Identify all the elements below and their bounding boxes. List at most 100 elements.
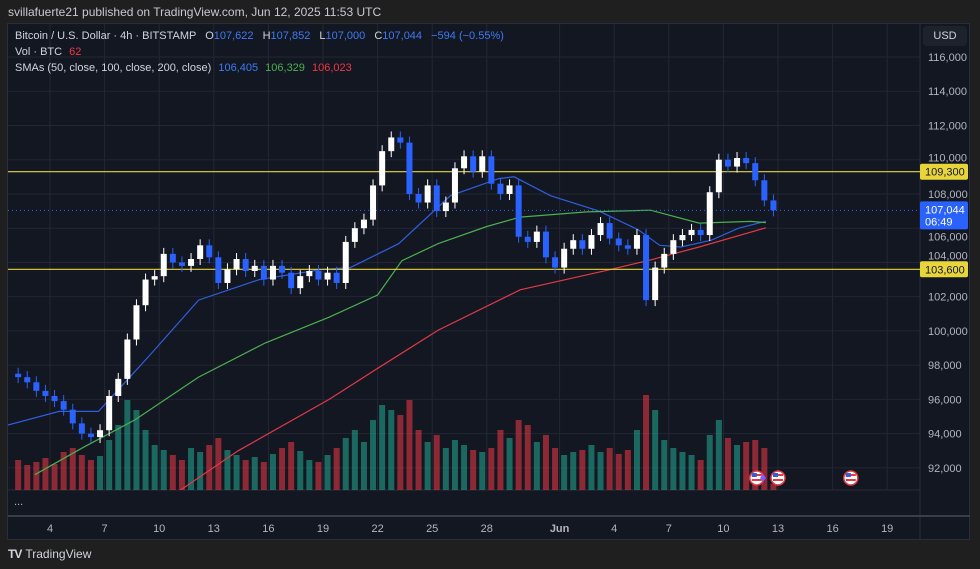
- candle-body: [606, 223, 613, 239]
- event-diamond-icon: [760, 474, 766, 482]
- volume-bar: [151, 445, 158, 490]
- symbol-title[interactable]: Bitcoin / U.S. Dollar · 4h · BITSTAMP: [15, 30, 197, 42]
- candle-body: [379, 151, 386, 186]
- candle-body: [451, 168, 458, 203]
- volume-bar: [87, 460, 94, 490]
- volume-bar: [370, 420, 377, 490]
- high-value: 107,852: [270, 30, 311, 42]
- volume-bar: [233, 455, 240, 490]
- volume-bar: [724, 438, 731, 490]
- close-value: 107,044: [382, 30, 423, 42]
- flag-stripe: [773, 479, 783, 481]
- volume-bar: [561, 455, 568, 490]
- us-flag-event-icon[interactable]: [770, 470, 786, 486]
- volume-bar: [133, 410, 140, 490]
- candle-body: [206, 245, 213, 258]
- volume-bar: [670, 448, 677, 490]
- candle-body: [60, 401, 67, 410]
- volume-bar: [15, 460, 22, 490]
- candle-body: [160, 253, 167, 277]
- candle-body: [524, 236, 531, 242]
- currency-button[interactable]: USD: [923, 26, 967, 46]
- volume-bar: [451, 440, 458, 490]
- x-tick-label: 16: [826, 523, 838, 535]
- candle-body: [397, 137, 404, 143]
- candle-body: [561, 248, 568, 268]
- candle-body: [169, 253, 176, 263]
- level-price-tag: [920, 261, 968, 278]
- y-tick-label: 96,000: [928, 394, 962, 406]
- candle-body: [215, 257, 222, 283]
- sma200-value: 106,023: [311, 62, 352, 74]
- volume-bar: [333, 448, 340, 490]
- volume-bar: [78, 455, 85, 490]
- footer-brand[interactable]: TV TradingView: [8, 547, 91, 561]
- candle-body: [151, 276, 158, 280]
- candle-body: [224, 269, 231, 283]
- volume-bar: [115, 425, 122, 490]
- candle-body: [178, 262, 185, 266]
- candle-body: [51, 395, 58, 402]
- volume-bar: [169, 455, 176, 490]
- candle-body: [661, 253, 668, 268]
- volume-bar: [615, 454, 622, 490]
- volume-bar: [197, 452, 204, 490]
- x-tick-label: 10: [153, 523, 165, 535]
- level-price-label: 109,300: [925, 167, 965, 179]
- y-tick-label: 108,000: [928, 189, 968, 201]
- x-tick-label: 16: [262, 523, 274, 535]
- volume-bar: [279, 448, 286, 490]
- candle-body: [142, 279, 149, 306]
- volume-bar: [597, 452, 604, 490]
- volume-bar: [351, 430, 358, 490]
- y-tick-label: 102,000: [928, 292, 968, 304]
- brand-name: TradingView: [25, 547, 92, 561]
- candle-body: [643, 235, 650, 301]
- candle-body: [770, 200, 777, 211]
- volume-bar: [206, 445, 213, 490]
- y-tick-label: 106,000: [928, 231, 968, 243]
- tradingview-logo-icon: TV: [8, 547, 22, 561]
- sma-label[interactable]: SMAs (50, close, 100, close, 200, close): [15, 62, 212, 74]
- volume-bar: [606, 448, 613, 490]
- high-label: H: [262, 30, 271, 42]
- volume-label[interactable]: Vol · BTC: [15, 46, 63, 58]
- x-tick-label: 7: [666, 523, 672, 535]
- candle-body: [124, 339, 131, 379]
- volume-bar: [488, 448, 495, 490]
- volume-bar: [124, 400, 131, 490]
- candle-body: [442, 202, 449, 212]
- candle-body: [188, 259, 195, 266]
- volume-bar: [579, 450, 586, 490]
- pane-menu-button[interactable]: ...: [14, 496, 24, 508]
- volume-bar: [288, 442, 295, 490]
- candle-body: [579, 240, 586, 249]
- x-tick-label: 10: [717, 523, 729, 535]
- volume-bar: [524, 425, 531, 490]
- candle-body: [597, 223, 604, 236]
- candle-body: [488, 156, 495, 184]
- candle-body: [69, 409, 76, 424]
- y-tick-label: 110,000: [928, 153, 967, 165]
- legend-sma-row: SMAs (50, close, 100, close, 200, close)…: [15, 60, 504, 76]
- candle-body: [515, 185, 522, 237]
- volume-bar: [424, 442, 431, 490]
- volume-bar: [542, 435, 549, 490]
- us-flag-event-icon[interactable]: [843, 470, 859, 486]
- volume-bar: [297, 451, 304, 490]
- level-price-tag: [920, 163, 968, 180]
- candle-body: [370, 185, 377, 220]
- volume-bar: [442, 448, 449, 490]
- volume-bar: [69, 448, 76, 490]
- x-tick-label: 22: [371, 523, 383, 535]
- level-price-label: 103,600: [925, 264, 965, 276]
- volume-bar: [624, 450, 631, 490]
- candle-body: [87, 433, 94, 438]
- candle-body: [78, 423, 85, 434]
- volume-bar: [97, 456, 104, 490]
- volume-bar: [51, 464, 58, 490]
- y-tick-label: 94,000: [928, 429, 962, 441]
- candle-body: [324, 272, 331, 280]
- candle-body: [533, 231, 540, 242]
